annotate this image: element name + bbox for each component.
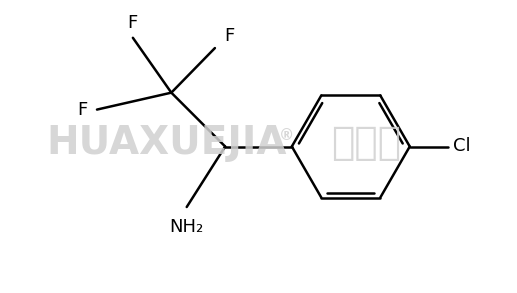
Text: F: F	[224, 28, 234, 45]
Text: 化学加: 化学加	[331, 124, 401, 162]
Text: F: F	[78, 100, 88, 119]
Text: Cl: Cl	[453, 137, 471, 156]
Text: NH₂: NH₂	[170, 218, 204, 236]
Text: HUAXUEJIA: HUAXUEJIA	[46, 124, 286, 162]
Text: F: F	[128, 14, 138, 32]
Text: ®: ®	[279, 128, 294, 143]
